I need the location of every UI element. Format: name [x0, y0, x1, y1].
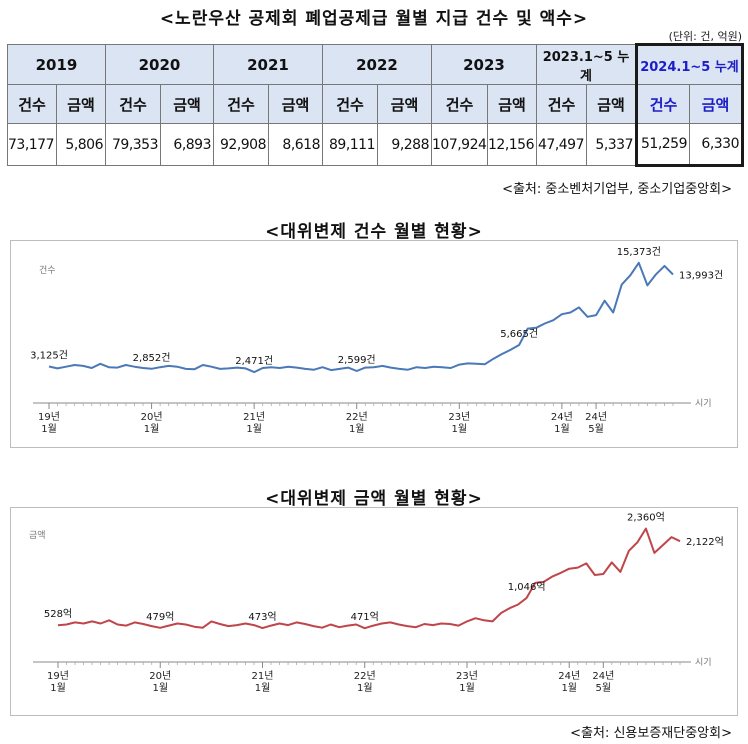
data-label: 2,122억 — [686, 536, 724, 548]
stats-source-note: <출처: 중소벤처기업부, 중소기업중앙회> — [502, 182, 732, 197]
data-label: 471억 — [351, 611, 379, 623]
count-cell: 79,353 — [105, 123, 161, 166]
year-header-2022: 2022 — [322, 44, 432, 85]
x-tick-label: 24년 1월 — [558, 670, 580, 694]
col-amount-header: 금액 — [487, 84, 537, 124]
count-cell: 107,924 — [431, 123, 488, 166]
year-header-2021: 2021 — [213, 44, 323, 85]
amount-cell: 5,337 — [586, 123, 637, 166]
data-label: 13,993건 — [679, 269, 723, 281]
unit-note: (단위: 건, 억원) — [668, 30, 742, 43]
col-amount-header: 금액 — [160, 84, 214, 124]
x-axis-label: 시기 — [695, 657, 712, 668]
col-count-header: 건수 — [322, 84, 378, 124]
amount-cell: 6,330 — [689, 123, 744, 167]
year-header-2023-ytd: 2023.1~5 누계 — [536, 44, 637, 85]
data-label: 2,471건 — [235, 355, 273, 367]
count-cell: 73,177 — [7, 123, 57, 166]
count-cell: 51,259 — [635, 123, 690, 167]
amount-chart-title: <대위변제 금액 월별 현황> — [265, 489, 483, 509]
series-line — [57, 527, 681, 630]
x-tick-label: 22년 1월 — [346, 411, 368, 435]
data-label: 528억 — [44, 608, 72, 620]
col-amount-header: 금액 — [56, 84, 106, 124]
x-tick-label: 23년 1월 — [448, 411, 470, 435]
x-tick-label: 20년 1월 — [141, 411, 163, 435]
data-label: 2,360억 — [627, 512, 665, 524]
col-count-header: 건수 — [213, 84, 269, 124]
data-label: 5,665건 — [500, 328, 538, 340]
x-tick-label: 19년 1월 — [38, 411, 60, 435]
data-label: 15,373건 — [617, 246, 661, 258]
stats-table-title: <노란우산 공제회 폐업공제급 월별 지급 건수 및 액수> — [159, 9, 589, 29]
x-tick-label: 24년 1월 — [551, 411, 573, 435]
col-amount-header: 금액 — [689, 84, 744, 124]
count-cell: 92,908 — [213, 123, 269, 166]
y-axis-label: 금액 — [29, 529, 46, 541]
x-tick-label: 24년 5월 — [585, 411, 607, 435]
x-tick-label: 24년 5월 — [592, 670, 614, 694]
data-label: 3,125건 — [30, 350, 68, 362]
data-label: 2,599건 — [338, 354, 376, 366]
col-amount-header: 금액 — [586, 84, 637, 124]
amount-cell: 9,288 — [377, 123, 432, 166]
x-tick-label: 23년 1월 — [456, 670, 478, 694]
col-count-header: 건수 — [431, 84, 488, 124]
year-header-2023: 2023 — [431, 44, 537, 85]
col-amount-header: 금액 — [377, 84, 432, 124]
y-axis-label: 건수 — [39, 265, 56, 276]
x-tick-label: 21년 1월 — [243, 411, 265, 435]
count-cell: 47,497 — [536, 123, 587, 166]
x-tick-label: 19년 1월 — [47, 670, 69, 694]
charts-source-note: <출처: 신용보증재단중앙회> — [570, 726, 732, 741]
payout-stats-table: 2019 2020 2021 2022 2023 2023.1~5 누계 202… — [7, 43, 744, 167]
x-tick-label: 22년 1월 — [354, 670, 376, 694]
amount-cell: 12,156 — [487, 123, 537, 166]
year-header-2024-ytd: 2024.1~5 누계 — [635, 43, 744, 85]
amount-cell: 8,618 — [268, 123, 323, 166]
amount-cell: 5,806 — [56, 123, 106, 166]
col-count-header: 건수 — [536, 84, 587, 124]
year-header-2020: 2020 — [105, 44, 214, 85]
x-axis-label: 시기 — [695, 398, 712, 409]
count-cell: 89,111 — [322, 123, 378, 166]
col-count-header: 건수 — [635, 84, 690, 124]
data-label: 2,852건 — [133, 352, 171, 364]
series-line — [48, 261, 674, 374]
count-chart-title: <대위변제 건수 월별 현황> — [265, 222, 483, 242]
data-label: 1,046억 — [508, 581, 546, 593]
data-label: 473억 — [248, 611, 276, 623]
col-amount-header: 금액 — [268, 84, 323, 124]
col-count-header: 건수 — [105, 84, 161, 124]
col-count-header: 건수 — [7, 84, 57, 124]
data-label: 479억 — [146, 611, 174, 623]
x-tick-label: 21년 1월 — [252, 670, 274, 694]
amount-cell: 6,893 — [160, 123, 214, 166]
x-tick-label: 20년 1월 — [149, 670, 171, 694]
year-header-2019: 2019 — [7, 44, 106, 85]
